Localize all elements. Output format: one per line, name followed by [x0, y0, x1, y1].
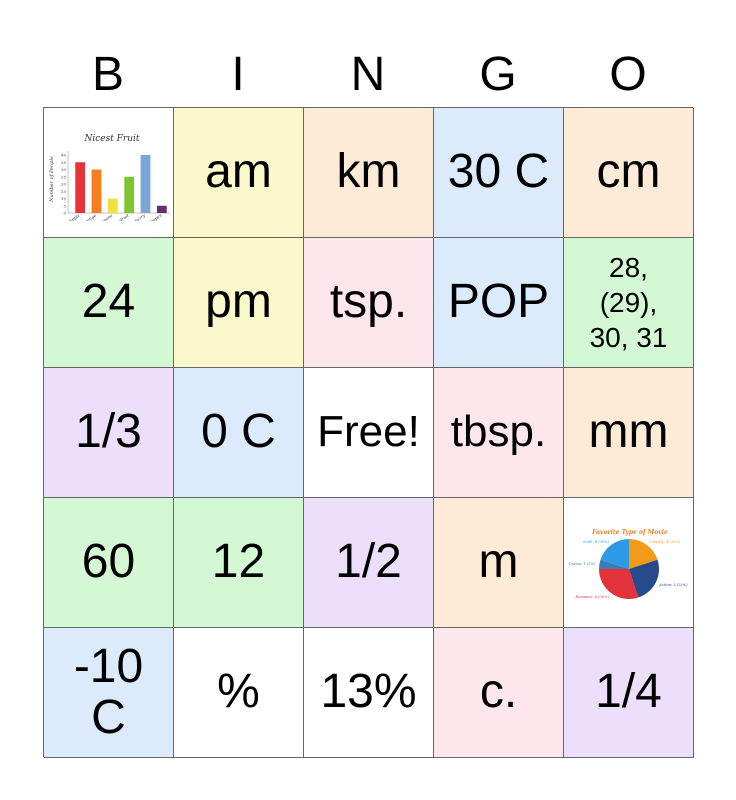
cell-text: tbsp.: [450, 407, 547, 457]
cell-text: 12: [211, 535, 266, 589]
bar-chart-image: Nicest Fruit Number of People 40 35 30 25 20…: [49, 134, 170, 221]
bar-chart-category-label: Orange: [81, 212, 97, 221]
header-letter-b: B: [91, 48, 124, 101]
pie-chart-slice-label: SciFi: 4 (20%): [583, 539, 609, 543]
pie-chart-slice: [598, 568, 638, 599]
cell-30c[interactable]: 30 C: [434, 108, 564, 238]
cell-0c[interactable]: 0 C: [174, 368, 304, 498]
header-letter-i: I: [231, 48, 245, 101]
pie-chart-slice-label: Comedy: 4 (20%): [648, 539, 680, 543]
cell-text: 24: [81, 275, 136, 329]
cell-free[interactable]: Free!: [304, 368, 434, 498]
cell-minus-10c[interactable]: -10 C: [44, 628, 174, 758]
cell-text: 30 C: [447, 145, 550, 199]
header-letter-g: G: [479, 48, 517, 101]
pie-chart-slice: [599, 538, 629, 569]
pie-chart-slice: [598, 559, 629, 569]
bar-chart-category-label: Kiwifruit: [110, 212, 129, 220]
bar-chart-tick-label: 25: [60, 174, 66, 179]
cell-text: 60: [81, 535, 136, 589]
cell-text: pm: [205, 275, 272, 329]
bar-chart-tick-label: 5: [63, 203, 66, 208]
bar-chart-bar: [156, 205, 167, 213]
pie-chart-slice: [628, 559, 659, 598]
bar-chart-title: Nicest Fruit: [83, 134, 139, 144]
bar-chart-tick-label: 0: [63, 210, 66, 215]
bar-chart-bar: [123, 176, 134, 213]
cell-24[interactable]: 24: [44, 238, 174, 368]
cell-one-third[interactable]: 1/3: [44, 368, 174, 498]
cell-text: 1/3: [75, 405, 142, 459]
cell-one-half[interactable]: 1/2: [304, 498, 434, 628]
cell-one-quarter[interactable]: 1/4: [564, 628, 694, 758]
bar-chart-bar: [140, 154, 150, 213]
pie-chart-slice-label: Romance: 6 (30%): [574, 595, 609, 599]
cell-pm[interactable]: pm: [174, 238, 304, 368]
cell-text: tsp.: [329, 275, 408, 329]
cell-pie-chart[interactable]: Favorite Type of Movie Comedy: 4 (20%) Ac…: [564, 498, 694, 628]
cell-12[interactable]: 12: [174, 498, 304, 628]
cell-text: mm: [588, 405, 669, 459]
cell-text: 28, (29), 30, 31: [589, 252, 668, 353]
bingo-card: Nicest Fruit Number of People 40 35 30 25 20…: [43, 107, 694, 758]
cell-60[interactable]: 60: [44, 498, 174, 628]
cell-tsp[interactable]: tsp.: [304, 238, 434, 368]
cell-km[interactable]: km: [304, 108, 434, 238]
cell-text: 1/4: [595, 665, 662, 719]
header-letter-n: N: [350, 48, 386, 101]
cell-13-percent[interactable]: 13%: [304, 628, 434, 758]
bingo-header: B I N G O: [43, 44, 693, 106]
bar-chart-ylabel: Number of People: [49, 156, 55, 203]
bar-chart-tick-label: 30: [60, 167, 66, 172]
cell-cm[interactable]: cm: [564, 108, 694, 238]
cell-text: 13%: [320, 665, 417, 719]
cell-text: m: [478, 535, 519, 589]
pie-chart-slice-label: Action: 5 (25%): [658, 582, 688, 586]
header-letter-o: O: [609, 48, 647, 101]
cell-text: c.: [479, 665, 518, 719]
pie-chart-slice: [628, 538, 658, 569]
pie-chart-title: Favorite Type of Movie: [591, 529, 668, 536]
bar-chart-category-label: Apple: [67, 212, 81, 221]
cell-percent[interactable]: %: [174, 628, 304, 758]
bar-chart-tick-label: 10: [60, 196, 66, 201]
cell-text: POP: [447, 275, 550, 329]
cell-bar-chart[interactable]: Nicest Fruit Number of People 40 35 30 25 20…: [44, 108, 174, 238]
cell-days[interactable]: 28, (29), 30, 31: [564, 238, 694, 368]
cell-text: 0 C: [201, 405, 276, 459]
bar-chart-category-label: Banana: [96, 212, 113, 221]
bar-chart-bar: [74, 161, 85, 213]
bar-chart-tick-label: 20: [60, 181, 66, 186]
cell-text: %: [217, 665, 260, 719]
cell-text: 1/2: [335, 535, 402, 589]
cell-text: cm: [596, 145, 661, 199]
cell-tbsp[interactable]: tbsp.: [434, 368, 564, 498]
cell-am[interactable]: am: [174, 108, 304, 238]
cell-text: am: [205, 145, 272, 199]
cell-mm[interactable]: mm: [564, 368, 694, 498]
cell-cup[interactable]: c.: [434, 628, 564, 758]
pie-chart-image: Favorite Type of Movie Comedy: 4 (20%) Ac…: [567, 529, 688, 599]
bar-chart-category-label: Grapes: [147, 212, 162, 220]
bar-chart-tick-label: 35: [60, 159, 66, 164]
cell-text: km: [336, 145, 401, 199]
pie-chart-slice-label: Drama: 1 (5%): [567, 562, 595, 566]
bar-chart-bar: [107, 198, 118, 213]
cell-pop[interactable]: POP: [434, 238, 564, 368]
cell-text: -10 C: [73, 640, 144, 744]
bar-chart-tick-label: 15: [60, 188, 66, 193]
bar-chart-tick-label: 40: [60, 152, 66, 157]
cell-m[interactable]: m: [434, 498, 564, 628]
bar-chart-bar: [91, 169, 101, 213]
cell-text: Free!: [317, 407, 420, 457]
